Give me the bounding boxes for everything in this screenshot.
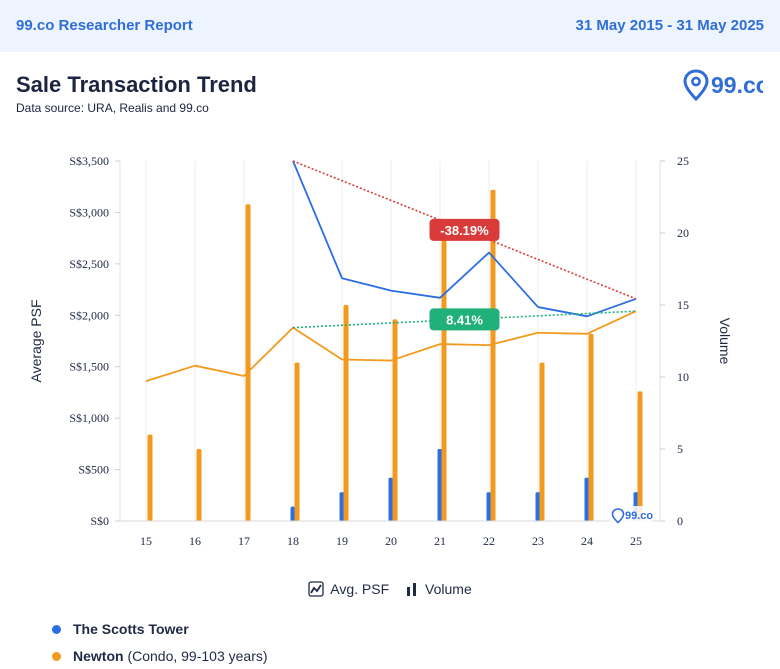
- bar-chart-icon: [407, 583, 417, 597]
- x-tick-label: 18: [287, 534, 299, 548]
- x-tick-label: 24: [581, 534, 593, 548]
- x-tick-label: 15: [140, 534, 152, 548]
- volume-bar-newton: [490, 189, 496, 522]
- watermark-text: 99.co: [625, 510, 653, 522]
- trend-lines: [292, 160, 637, 329]
- x-tick-label: 25: [630, 534, 642, 548]
- date-range: 31 May 2015 - 31 May 2025: [575, 17, 764, 34]
- y2-tick-label: 0: [677, 514, 683, 528]
- trend-badge-label: -38.19%: [440, 223, 489, 238]
- volume-bar-scotts: [339, 492, 345, 521]
- volume-bar-newton: [441, 233, 447, 521]
- legend-psf[interactable]: Avg. PSF: [308, 581, 389, 597]
- x-tick-label: 21: [434, 534, 446, 548]
- property-detail: (Condo, 99-103 years): [127, 648, 268, 664]
- brand-logo: 99.co: [683, 69, 763, 102]
- volume-bar-newton: [245, 204, 251, 521]
- y-tick-label: S$500: [78, 463, 109, 477]
- logo-text: 99.co: [711, 72, 763, 98]
- property-color-dot: [52, 652, 61, 661]
- chart-watermark: 99.co: [610, 506, 653, 524]
- chart-grid: [145, 161, 637, 521]
- legend-volume-label: Volume: [425, 581, 472, 598]
- volume-bar-scotts: [486, 492, 492, 521]
- chart-axes: S$0 S$500 S$1,000 S$1,500 S$2,000 S$2,500 S$3,…: [28, 154, 733, 548]
- data-source: Data source: URA, Realis and 99.co: [16, 101, 209, 115]
- y-tick-label: S$2,000: [69, 308, 109, 322]
- location-pin-icon: [683, 69, 709, 102]
- volume-bar-newton: [392, 319, 398, 521]
- trend-labels: -38.19% 8.41%: [429, 218, 500, 331]
- watermark-pin-icon: [611, 508, 625, 524]
- psf-line-the-scotts-tower: [292, 160, 637, 318]
- property-name: Newton: [73, 648, 124, 664]
- volume-bar-scotts: [388, 477, 394, 521]
- volume-bar-newton: [588, 333, 594, 521]
- chart-legend: Avg. PSF Volume: [0, 580, 780, 597]
- property-color-dot: [52, 625, 61, 634]
- legend-psf-label: Avg. PSF: [330, 581, 390, 598]
- trend-badge-label: 8.41%: [446, 312, 483, 327]
- sale-transaction-chart: S$0 S$500 S$1,000 S$1,500 S$2,000 S$2,500 S$3,…: [28, 154, 733, 548]
- psf-line-newton: [145, 310, 637, 382]
- volume-bar-newton: [196, 449, 202, 521]
- volume-bar-newton: [539, 362, 545, 521]
- x-tick-label: 19: [336, 534, 348, 548]
- trend-badge: [429, 308, 500, 331]
- y2-tick-label: 15: [677, 298, 689, 312]
- report-header-bar: 99.co Researcher Report 31 May 2015 - 31…: [0, 0, 780, 52]
- report-brand: 99.co Researcher Report: [16, 17, 193, 34]
- y2-tick-label: 25: [677, 154, 689, 168]
- x-tick-label: 17: [238, 534, 250, 548]
- volume-bar-newton: [294, 362, 300, 521]
- x-tick-label: 20: [385, 534, 397, 548]
- y2-tick-label: 5: [677, 442, 683, 456]
- volume-bar-scotts: [584, 477, 590, 521]
- volume-bar-newton: [147, 434, 153, 521]
- chart-title: Sale Transaction Trend: [16, 72, 257, 97]
- volume-bar-scotts: [290, 506, 296, 521]
- y2-tick-label: 10: [677, 370, 689, 384]
- x-tick-label: 16: [189, 534, 201, 548]
- trend-line: [292, 310, 637, 329]
- volume-bar-scotts: [535, 492, 541, 521]
- legend-volume[interactable]: Volume: [405, 581, 472, 597]
- property-name: The Scotts Tower: [73, 621, 189, 637]
- trend-badge: [429, 218, 500, 241]
- y-tick-label: S$3,000: [69, 205, 109, 219]
- y-tick-label: S$1,000: [69, 411, 109, 425]
- y-tick-label: S$3,500: [69, 154, 109, 168]
- y-tick-label: S$1,500: [69, 360, 109, 374]
- y-tick-label: S$2,500: [69, 257, 109, 271]
- volume-bar-newton: [637, 391, 643, 521]
- x-tick-label: 23: [532, 534, 544, 548]
- y2-axis-title: Volume: [717, 318, 733, 365]
- volume-bars: [147, 189, 643, 522]
- y-tick-label: S$0: [90, 514, 109, 528]
- volume-bar-scotts: [437, 449, 443, 521]
- x-tick-label: 22: [483, 534, 495, 548]
- y-axis-title: Average PSF: [28, 299, 44, 382]
- line-chart-icon: [308, 581, 324, 597]
- y2-tick-label: 20: [677, 226, 689, 240]
- psf-lines: [145, 160, 637, 382]
- volume-bar-newton: [343, 305, 349, 521]
